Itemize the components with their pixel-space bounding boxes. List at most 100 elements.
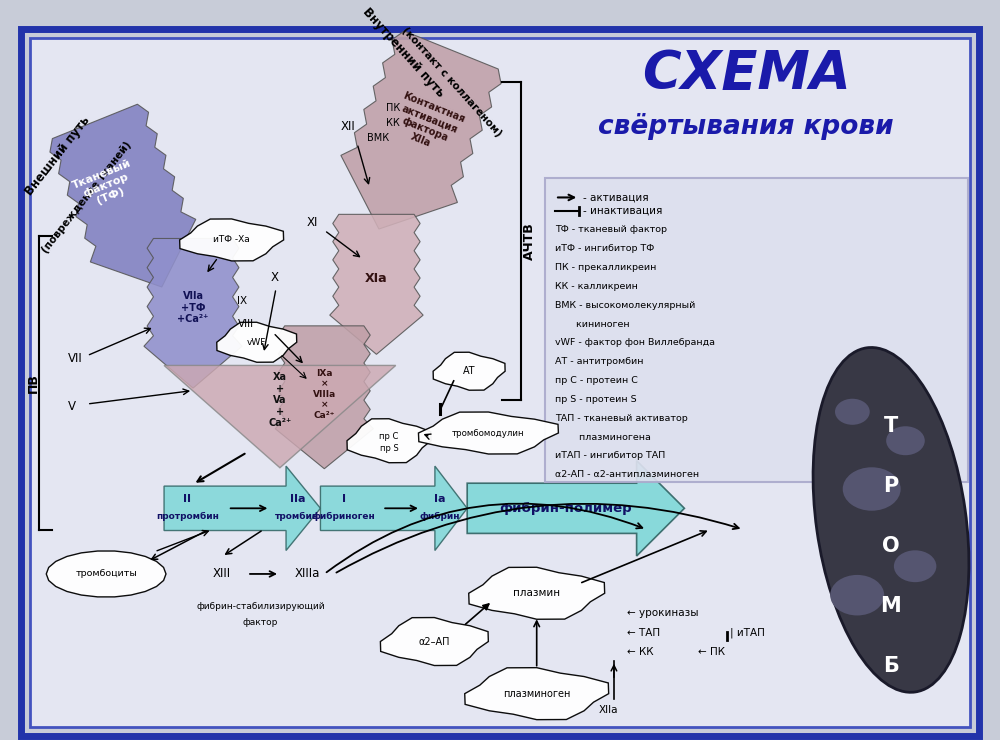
Ellipse shape	[886, 426, 925, 455]
Text: фибрин: фибрин	[420, 511, 460, 520]
Polygon shape	[164, 466, 320, 551]
Text: М: М	[881, 596, 901, 616]
Ellipse shape	[835, 399, 870, 425]
Text: vWF: vWF	[247, 337, 266, 347]
Text: α2-АП - α2-антиплазминоген: α2-АП - α2-антиплазминоген	[555, 470, 699, 480]
Text: АТ - антитромбин: АТ - антитромбин	[555, 357, 644, 366]
Text: XI: XI	[307, 216, 318, 229]
FancyBboxPatch shape	[21, 30, 979, 736]
Text: ПК: ПК	[386, 103, 400, 112]
Text: О: О	[882, 536, 900, 556]
Text: Б: Б	[883, 656, 899, 676]
Text: ПК - прекалликреин: ПК - прекалликреин	[555, 263, 656, 272]
Text: ← ТАП: ← ТАП	[627, 628, 661, 638]
Text: плазминогена: плазминогена	[555, 432, 651, 442]
Text: тромбин: тромбин	[275, 511, 319, 520]
Text: IXa
×
VIIIa
×
Ca²⁺: IXa × VIIIa × Ca²⁺	[313, 369, 336, 420]
Text: ← урокиназы: ← урокиназы	[627, 608, 699, 619]
Polygon shape	[469, 568, 605, 619]
Text: XIII: XIII	[213, 568, 231, 580]
Text: Тканевый
фактор
(ТФ): Тканевый фактор (ТФ)	[71, 158, 141, 212]
Text: ПВ: ПВ	[27, 373, 40, 393]
Text: иТФ - ингибитор ТФ: иТФ - ингибитор ТФ	[555, 244, 654, 253]
Polygon shape	[467, 460, 684, 556]
Text: тромбомодулин: тромбомодулин	[452, 428, 525, 437]
Text: - инактивация: - инактивация	[583, 206, 662, 216]
Text: Т: Т	[884, 416, 898, 437]
Text: иТАП - ингибитор ТАП: иТАП - ингибитор ТАП	[555, 451, 665, 460]
Text: пр S - протеин S: пр S - протеин S	[555, 395, 637, 404]
Text: СХЕМА: СХЕМА	[642, 48, 851, 100]
Text: ТФ - тканевый фактор: ТФ - тканевый фактор	[555, 226, 667, 235]
Text: Контактная
активация
фактора
XIIa: Контактная активация фактора XIIa	[389, 91, 467, 157]
Text: XIa: XIa	[365, 272, 388, 285]
Text: - активация: - активация	[583, 192, 649, 203]
Text: IX: IX	[237, 296, 248, 306]
Polygon shape	[380, 618, 488, 665]
Polygon shape	[46, 551, 166, 597]
Text: Р: Р	[883, 476, 899, 496]
Text: свёртывания крови: свёртывания крови	[598, 113, 894, 141]
Text: тромбоциты: тромбоциты	[75, 570, 137, 579]
Text: КК - калликреин: КК - калликреин	[555, 282, 638, 291]
Text: пр S: пр S	[380, 444, 398, 453]
Text: иТФ -Ха: иТФ -Ха	[213, 235, 250, 244]
Text: пр С - протеин С: пр С - протеин С	[555, 376, 638, 385]
Text: ВМК - высокомолекулярный: ВМК - высокомолекулярный	[555, 300, 695, 310]
Text: XIIa: XIIa	[598, 705, 618, 715]
Text: I: I	[342, 494, 346, 504]
Text: (контакт с коллагеном): (контакт с коллагеном)	[400, 25, 503, 138]
Text: VII: VII	[68, 352, 82, 365]
Text: V: V	[68, 400, 76, 413]
Text: XIIIa: XIIIa	[294, 568, 320, 580]
Polygon shape	[418, 412, 558, 454]
Polygon shape	[180, 219, 284, 261]
Text: IIa: IIa	[290, 494, 305, 504]
Polygon shape	[341, 31, 501, 229]
Text: α2–АП: α2–АП	[419, 636, 450, 647]
FancyBboxPatch shape	[30, 38, 970, 727]
Polygon shape	[320, 466, 467, 551]
Text: КК: КК	[386, 118, 400, 128]
Text: АТ: АТ	[463, 366, 475, 376]
Text: Xa
+
Va
+
Ca²⁺: Xa + Va + Ca²⁺	[268, 372, 292, 428]
Text: ВМК: ВМК	[367, 133, 389, 144]
Text: протромбин: протромбин	[156, 511, 219, 520]
Text: плазминоген: плазминоген	[503, 689, 570, 699]
Polygon shape	[164, 366, 396, 468]
Text: ТАП - тканевый активатор: ТАП - тканевый активатор	[555, 414, 688, 423]
Polygon shape	[433, 352, 505, 390]
Text: VIIa
+ТФ
+Ca²⁺: VIIa +ТФ +Ca²⁺	[177, 291, 209, 324]
Text: VIII: VIII	[237, 319, 254, 329]
Text: XII: XII	[341, 120, 355, 133]
Text: пр С: пр С	[379, 432, 399, 441]
Text: фибрин-полимер: фибрин-полимер	[499, 502, 632, 515]
Text: II: II	[183, 494, 191, 504]
FancyBboxPatch shape	[545, 178, 968, 482]
Ellipse shape	[813, 348, 969, 693]
Text: (повреждение тканей): (повреждение тканей)	[40, 140, 133, 255]
Polygon shape	[144, 238, 242, 388]
Ellipse shape	[830, 575, 884, 616]
Text: ← ПК: ← ПК	[698, 647, 725, 657]
Ellipse shape	[843, 467, 901, 511]
Text: Ia: Ia	[434, 494, 446, 504]
Text: vWF - фактор фон Виллебранда: vWF - фактор фон Виллебранда	[555, 338, 715, 347]
Ellipse shape	[894, 551, 936, 582]
Polygon shape	[347, 419, 431, 462]
Text: Внутренний путь: Внутренний путь	[360, 5, 447, 100]
Text: плазмин: плазмин	[513, 588, 560, 598]
Text: кининоген: кининоген	[555, 320, 630, 329]
Polygon shape	[275, 326, 373, 468]
Text: АЧТВ: АЧТВ	[522, 222, 535, 260]
Text: фибрин-стабилизирующий: фибрин-стабилизирующий	[196, 602, 325, 611]
Polygon shape	[50, 104, 196, 287]
Text: | иТАП: | иТАП	[730, 628, 765, 638]
Text: Внешний путь: Внешний путь	[23, 114, 93, 198]
Text: фибриноген: фибриноген	[312, 511, 375, 520]
Text: фактор: фактор	[243, 618, 278, 627]
Polygon shape	[217, 322, 297, 363]
Polygon shape	[465, 667, 609, 720]
Text: ← КК: ← КК	[627, 647, 654, 657]
Polygon shape	[330, 215, 423, 354]
